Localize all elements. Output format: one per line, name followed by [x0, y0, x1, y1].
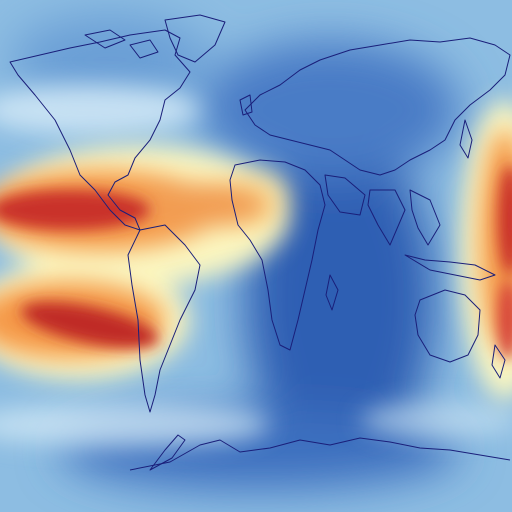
red-core-south-pacific: [21, 302, 159, 348]
orange-caribbean: [130, 183, 270, 227]
red-core-western-pacific-south: [498, 280, 512, 360]
coast-africa: [229, 159, 326, 351]
coast-india: [367, 189, 406, 246]
coast-europe: [244, 37, 511, 176]
pale-band-north: [0, 85, 200, 135]
cool-region-atlantic-indian: [245, 130, 435, 470]
coast-arabia: [324, 174, 366, 216]
cool-region-eurasia: [200, 40, 460, 180]
coast-antarctica: [129, 437, 511, 471]
red-core-western-pacific: [498, 165, 512, 275]
pale-bands: [0, 85, 512, 447]
coast-indonesia: [404, 254, 496, 281]
coast-north-america: [9, 29, 191, 231]
coast-australia: [414, 289, 481, 363]
coast-new-zealand: [491, 344, 506, 379]
pale-band-south: [0, 403, 270, 447]
cool-region-north-america: [10, 15, 210, 105]
coast-southeast-asia: [409, 189, 441, 246]
coastlines: [9, 14, 511, 471]
coast-japan: [459, 119, 473, 159]
coast-uk: [239, 94, 253, 116]
coast-madagascar: [325, 274, 339, 311]
coast-south-america: [127, 224, 201, 413]
coast-antarctic-peninsula: [149, 434, 186, 471]
warm-cores: [0, 165, 512, 360]
coast-arctic-islands: [84, 29, 159, 59]
coast-greenland: [164, 14, 226, 63]
pale-band-indian: [360, 402, 512, 438]
